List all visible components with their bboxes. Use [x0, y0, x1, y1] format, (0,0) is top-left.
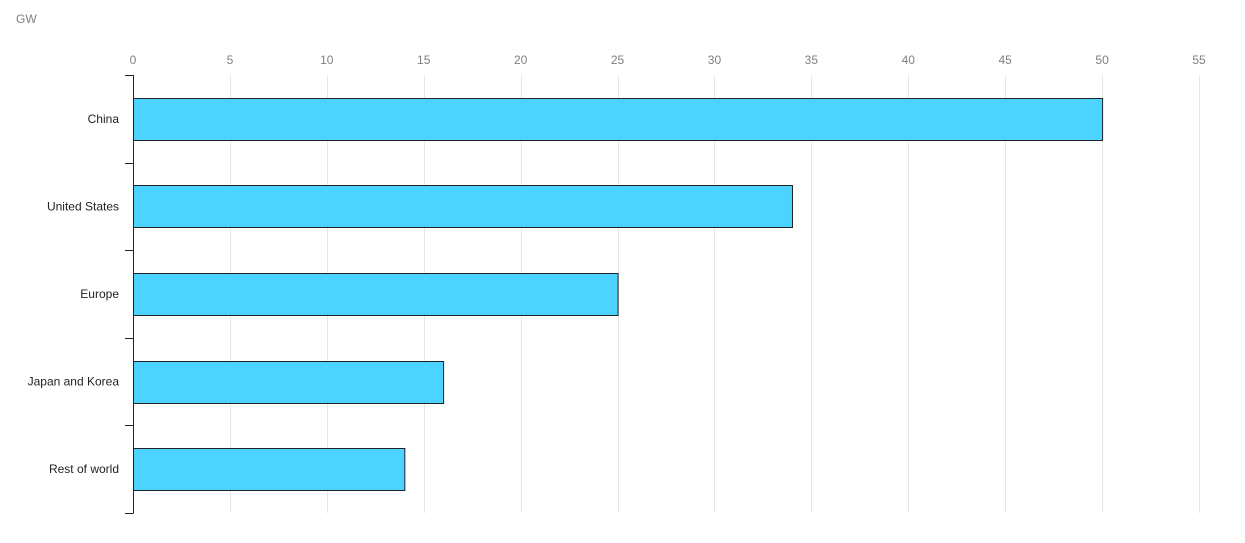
x-tick-label: 10 [320, 53, 334, 67]
bar-united-states [133, 185, 793, 228]
x-tick-label: 15 [417, 53, 431, 67]
bar-china [133, 98, 1104, 141]
x-tick-label: 55 [1192, 53, 1206, 67]
x-tick-label: 45 [999, 53, 1013, 67]
x-axis-ticks: 0 5 10 15 20 25 30 35 40 45 50 55 [130, 53, 1206, 67]
x-tick-label: 35 [805, 53, 819, 67]
x-tick-label: 30 [708, 53, 722, 67]
unit-label: GW [16, 12, 37, 26]
category-label: United States [47, 199, 119, 213]
x-tick-label: 25 [611, 53, 625, 67]
x-tick-label: 40 [902, 53, 916, 67]
bar-europe [133, 273, 619, 316]
category-label: Europe [80, 287, 119, 301]
x-tick-label: 0 [130, 53, 137, 67]
x-tick-label: 50 [1095, 53, 1109, 67]
category-labels: China United States Europe Japan and Korea R… [28, 112, 120, 476]
category-label: China [88, 112, 120, 126]
x-tick-label: 20 [514, 53, 528, 67]
category-label: Rest of world [49, 462, 119, 476]
x-tick-label: 5 [227, 53, 234, 67]
category-label: Japan and Korea [28, 375, 120, 389]
bar-rest-of-world [133, 448, 406, 491]
bar-japan-and-korea [133, 361, 445, 404]
y-axis [125, 75, 134, 514]
